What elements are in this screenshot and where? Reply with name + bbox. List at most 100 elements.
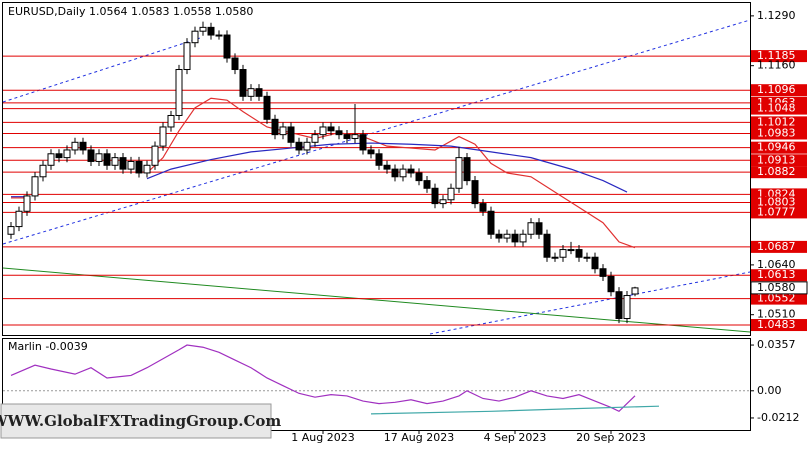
candle-body <box>575 249 583 258</box>
channel-line <box>2 37 201 103</box>
candle-body <box>327 126 335 132</box>
candle-body <box>359 134 367 151</box>
candle-body <box>119 157 127 170</box>
candle-body <box>183 42 191 71</box>
x-tick-label: 1 Aug 2023 <box>291 431 354 444</box>
level-label: 1.1048 <box>757 102 796 115</box>
level-label-box <box>751 196 807 209</box>
candle-body <box>543 233 551 258</box>
candle-body <box>287 126 295 143</box>
candle-body <box>247 88 255 97</box>
candle-body <box>159 126 167 147</box>
indicator-line <box>370 405 660 415</box>
chart-title: EURUSD,Daily 1.0564 1.0583 1.0558 1.0580 <box>8 5 253 18</box>
level-label: 1.0803 <box>757 195 796 208</box>
candle-body <box>591 256 599 270</box>
level-label-box <box>751 116 807 129</box>
candle-body <box>199 26 207 32</box>
level-label-box <box>751 206 807 219</box>
candle-body <box>623 295 631 320</box>
candle-body <box>343 134 351 139</box>
candle-body <box>47 153 55 166</box>
candle-body <box>479 203 487 212</box>
candle-body <box>319 126 327 136</box>
trendlines <box>2 19 751 335</box>
x-tick-label: 20 Sep 2023 <box>576 431 646 444</box>
candle-body <box>519 233 527 243</box>
candle-body <box>111 157 119 166</box>
candle-body <box>143 164 151 174</box>
level-label-box <box>751 102 807 115</box>
candle-body <box>31 176 39 197</box>
candle-body <box>471 180 479 205</box>
candle-body <box>215 34 223 37</box>
candle-body <box>511 233 519 243</box>
level-label-box <box>751 154 807 167</box>
level-label: 1.1096 <box>757 83 796 96</box>
candle-body <box>295 141 303 151</box>
candle-body <box>135 160 143 174</box>
channel-line <box>2 19 751 245</box>
level-label: 1.0983 <box>757 126 796 139</box>
candle-body <box>487 210 495 235</box>
level-label-box <box>751 292 807 305</box>
main-frame <box>2 2 751 336</box>
y-tick-label: 1.1290 <box>757 9 796 22</box>
candle-body <box>407 168 415 174</box>
candle-body <box>191 30 199 44</box>
level-label: 1.0882 <box>757 165 796 178</box>
candle-body <box>263 95 271 120</box>
level-label-box <box>751 84 807 97</box>
level-label: 1.0613 <box>757 268 796 281</box>
candle-body <box>279 126 287 136</box>
candle-body <box>583 256 591 259</box>
candle-body <box>271 118 279 136</box>
candle-body <box>463 157 471 182</box>
candle-body <box>375 153 383 166</box>
candle-body <box>7 226 15 235</box>
y-tick-label: 0.0357 <box>757 338 796 351</box>
level-label: 1.0777 <box>757 205 796 218</box>
candle-body <box>607 275 615 293</box>
candle-body <box>503 233 511 239</box>
candle-body <box>23 195 31 212</box>
y-tick-label: -0.0212 <box>757 411 799 424</box>
candle-body <box>615 291 623 320</box>
candle-body <box>15 210 23 228</box>
candle-body <box>223 34 231 59</box>
candle-body <box>535 222 543 235</box>
x-tick-label: 4 Sep 2023 <box>484 431 547 444</box>
candle-body <box>55 153 63 159</box>
candle-body <box>239 69 247 97</box>
level-label-box <box>751 141 807 154</box>
candle-body <box>39 164 47 178</box>
candle-body <box>567 249 575 252</box>
candle-body <box>231 57 239 71</box>
candle-body <box>95 153 103 162</box>
candle-body <box>599 268 607 277</box>
candle-body <box>447 187 455 201</box>
candle-body <box>559 249 567 258</box>
level-label: 1.0552 <box>757 292 796 305</box>
candle-body <box>151 145 159 166</box>
y-tick-label: 1.0640 <box>757 258 796 271</box>
candle-body <box>335 130 343 136</box>
y-tick-label: 1.0510 <box>757 308 796 321</box>
x-tick-label: 17 Aug 2023 <box>384 431 454 444</box>
last-price-box <box>750 281 808 295</box>
channel-line <box>429 271 751 335</box>
candle-body <box>87 149 95 162</box>
level-label-box <box>751 127 807 140</box>
candle-body <box>127 160 135 170</box>
level-label-box <box>751 269 807 282</box>
last-price-label: 1.0580 <box>757 281 796 294</box>
candle-body <box>391 168 399 178</box>
indicator-title: Marlin -0.0039 <box>8 340 88 353</box>
candle-body <box>431 187 439 205</box>
candle-body <box>527 222 535 235</box>
level-label-box <box>751 166 807 179</box>
level-label-box <box>751 240 807 253</box>
